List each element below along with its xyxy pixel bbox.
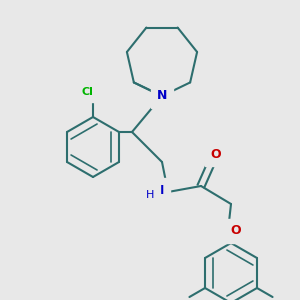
Text: H: H: [146, 190, 154, 200]
Text: N: N: [154, 184, 164, 197]
Text: Cl: Cl: [81, 86, 93, 97]
Text: N: N: [157, 89, 167, 103]
Text: O: O: [230, 224, 241, 238]
Text: O: O: [211, 148, 221, 161]
